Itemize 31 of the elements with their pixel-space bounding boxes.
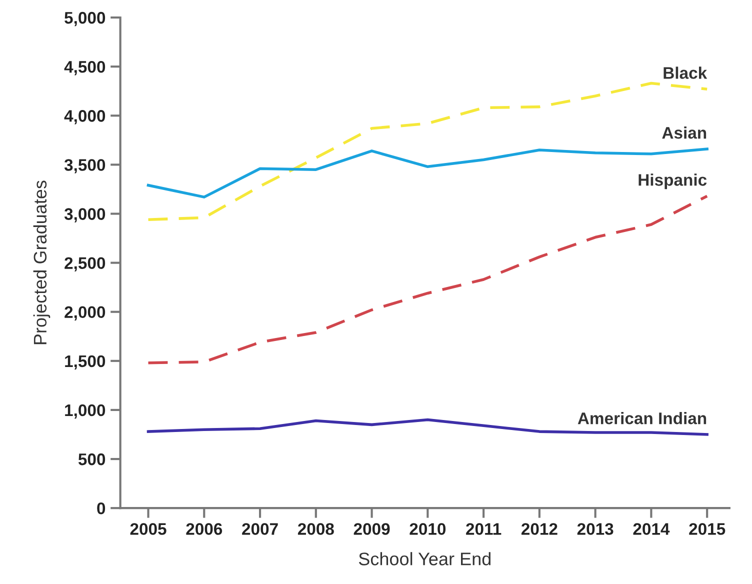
series-label: American Indian	[578, 412, 706, 424]
x-tick-label: 2010	[410, 523, 446, 535]
x-tick-label: 2007	[242, 523, 278, 535]
y-tick-label: 3,500	[64, 159, 106, 174]
x-tick-label: 2015	[689, 523, 726, 535]
y-tick-label: 0	[97, 502, 106, 514]
series-label: Hispanic	[638, 174, 707, 190]
x-tick-label: 2009	[354, 523, 390, 535]
x-axis-title: School Year End	[358, 552, 490, 566]
y-tick-label: 4,500	[64, 60, 106, 76]
x-tick-label: 2005	[130, 523, 166, 535]
line-series	[146, 148, 708, 198]
x-tick-label: 2008	[298, 523, 334, 535]
x-tick-label: 2012	[521, 523, 558, 535]
line-series	[146, 82, 708, 222]
y-tick-label: 1,500	[65, 355, 106, 370]
y-tick-label: 2,500	[64, 257, 106, 272]
series-label: Asian	[662, 126, 706, 139]
line-series	[146, 194, 708, 364]
x-tick-label: 2013	[577, 523, 614, 535]
series-label: Black	[664, 66, 708, 79]
y-tick-label: 5,000	[64, 12, 106, 26]
y-tick-label: 1,000	[65, 404, 106, 419]
y-tick-label: 2,000	[64, 306, 106, 320]
y-tick-label: 3,000	[64, 208, 106, 222]
y-tick-label: 500	[78, 453, 106, 466]
y-axis-title: Projected Graduates	[33, 180, 50, 344]
x-tick-label: 2011	[466, 523, 502, 535]
x-tick-label: 2006	[186, 523, 222, 535]
x-tick-label: 2014	[633, 523, 670, 535]
y-tick-label: 4,000	[64, 110, 106, 124]
